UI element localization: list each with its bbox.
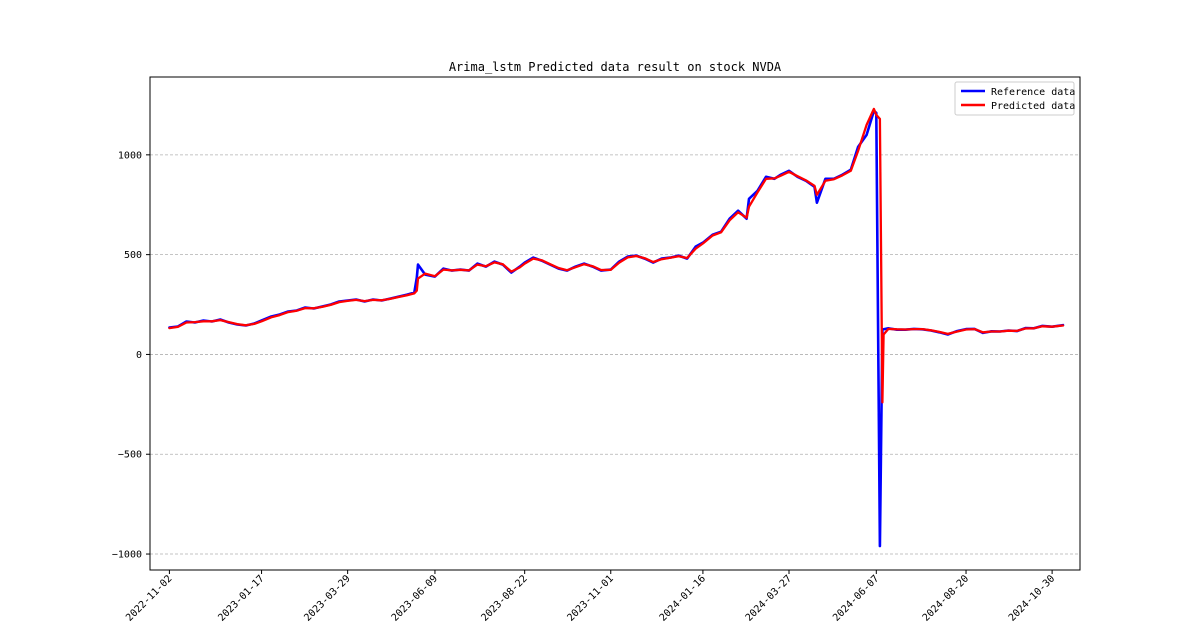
y-tick-label: 1000 [118,150,142,161]
legend: Reference data Predicted data [954,81,1075,116]
y-tick-label: −500 [118,450,142,461]
legend-label-predicted: Predicted data [991,101,1075,112]
y-axis: −1000 −500 0 500 1000 [112,150,150,561]
legend-label-reference: Reference data [991,87,1075,98]
series-line-predicted [168,107,1065,404]
chart-title: Arima_lstm Predicted data result on stoc… [449,60,782,74]
y-tick-label: −1000 [112,550,142,561]
y-tick-label: 500 [124,250,142,261]
y-tick-label: 0 [136,350,142,361]
series-layer [168,107,1065,548]
grid [150,154,1080,555]
plot-frame [149,76,1081,571]
